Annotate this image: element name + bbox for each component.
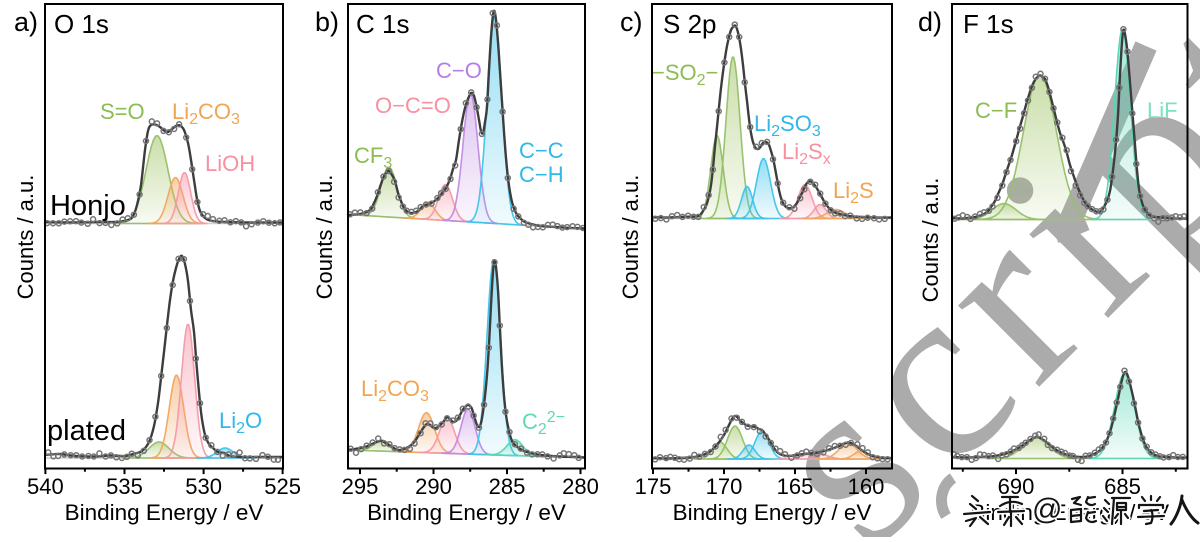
- svg-text:685: 685: [1104, 474, 1141, 499]
- svg-text:LiOH: LiOH: [205, 151, 255, 176]
- svg-text:Li2SO3: Li2SO3: [754, 111, 821, 140]
- svg-text:plated: plated: [47, 415, 126, 447]
- svg-text:C−F: C−F: [975, 98, 1017, 123]
- svg-text:Counts / a.u.: Counts / a.u.: [918, 178, 943, 303]
- svg-text:Li2CO3: Li2CO3: [361, 376, 429, 405]
- svg-text:a): a): [14, 7, 38, 37]
- svg-text:Binding Energy / eV: Binding Energy / eV: [673, 500, 872, 525]
- svg-text:290: 290: [415, 474, 452, 499]
- svg-text:c): c): [620, 7, 643, 37]
- svg-text:165: 165: [777, 474, 814, 499]
- svg-text:Honjo: Honjo: [50, 190, 126, 222]
- svg-text:525: 525: [264, 474, 301, 499]
- svg-text:Li2Sx: Li2Sx: [782, 139, 831, 168]
- svg-text:LiF: LiF: [1147, 98, 1178, 123]
- svg-text:−SO2−: −SO2−: [652, 60, 718, 89]
- svg-text:175: 175: [635, 474, 672, 499]
- svg-text:285: 285: [489, 474, 526, 499]
- svg-text:F 1s: F 1s: [963, 9, 1014, 39]
- svg-text:d): d): [918, 7, 942, 37]
- svg-text:Binding Energy / eV: Binding Energy / eV: [65, 500, 264, 525]
- svg-text:Counts / a.u.: Counts / a.u.: [312, 175, 337, 300]
- svg-text:160: 160: [848, 474, 885, 499]
- svg-text:O−C=O: O−C=O: [375, 93, 451, 118]
- svg-text:C−H: C−H: [519, 162, 564, 187]
- svg-text:b): b): [315, 7, 339, 37]
- svg-text:S=O: S=O: [100, 99, 145, 124]
- svg-text:@: @: [1032, 493, 1062, 526]
- svg-text:280: 280: [562, 474, 599, 499]
- svg-text:S 2p: S 2p: [663, 9, 717, 39]
- svg-text:Binding Energy / eV: Binding Energy / eV: [367, 500, 566, 525]
- svg-text:Li2CO3: Li2CO3: [172, 99, 240, 128]
- svg-text:C−C: C−C: [519, 138, 564, 163]
- svg-text:540: 540: [27, 474, 64, 499]
- svg-text:O 1s: O 1s: [54, 9, 109, 39]
- svg-text:Counts / a.u.: Counts / a.u.: [618, 175, 643, 300]
- svg-text:C 1s: C 1s: [356, 9, 409, 39]
- svg-text:CF3: CF3: [354, 143, 392, 172]
- svg-text:535: 535: [106, 474, 143, 499]
- svg-text:295: 295: [342, 474, 379, 499]
- svg-text:Counts / a.u.: Counts / a.u.: [13, 175, 38, 300]
- svg-text:530: 530: [185, 474, 222, 499]
- svg-text:C−O: C−O: [436, 58, 482, 83]
- svg-text:170: 170: [706, 474, 743, 499]
